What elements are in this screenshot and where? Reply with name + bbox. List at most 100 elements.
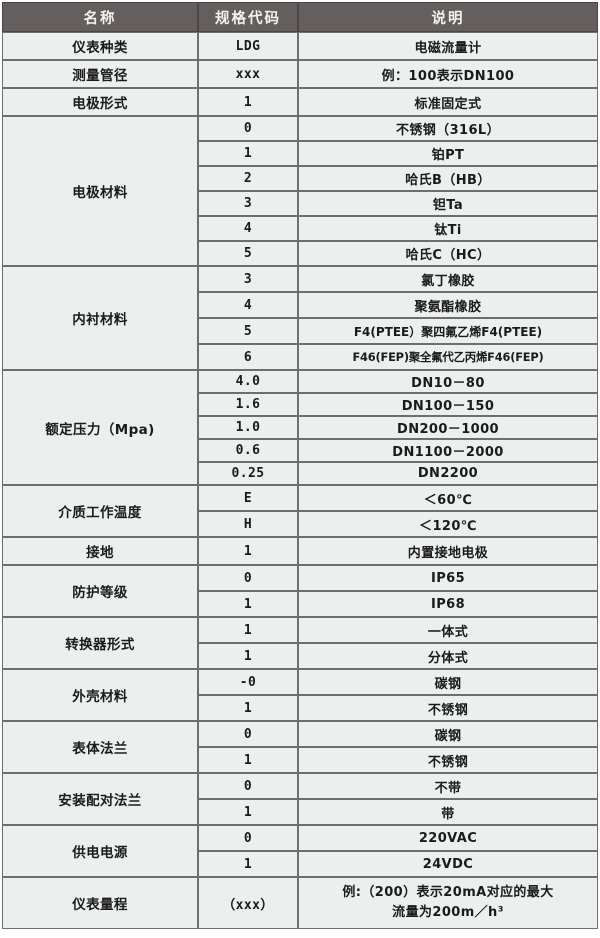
row-desc-cell: 铂PT	[298, 141, 598, 166]
row-name-cell: 测量管径	[2, 60, 198, 88]
table-row: 1 IP68	[2, 591, 598, 617]
row-code-cell: 3	[198, 191, 298, 216]
row-name-cell: 接地	[2, 537, 198, 565]
table-row: 1.0 DN200－1000	[2, 416, 598, 439]
row-name-cell: 电极材料	[2, 116, 198, 266]
table-row: 1 分体式	[2, 643, 598, 669]
table-row: 4 聚氨酯橡胶	[2, 292, 598, 318]
table-row: 测量管径 xxx 例：100表示DN100	[2, 60, 598, 88]
row-name-cell: 安装配对法兰	[2, 773, 198, 825]
row-desc-cell: 带	[298, 799, 598, 825]
row-desc-cell: 碳钢	[298, 721, 598, 747]
row-code-cell: E	[198, 485, 298, 511]
row-code-cell: 4.0	[198, 370, 298, 393]
table-row: 1 不锈钢	[2, 695, 598, 721]
row-desc-cell: 一体式	[298, 617, 598, 643]
row-desc-cell: DN100－150	[298, 393, 598, 416]
row-desc-cell: F46(FEP)聚全氟代乙丙烯F46(FEP)	[298, 344, 598, 370]
row-code-cell: 1	[198, 695, 298, 721]
row-name-cell: 转换器形式	[2, 617, 198, 669]
row-desc-cell: 不锈钢（316L）	[298, 116, 598, 141]
table-row: 额定压力（Mpa) 4.0 DN10－80	[2, 370, 598, 485]
row-desc-cell: 钛Ti	[298, 216, 598, 241]
row-name-cell: 外壳材料	[2, 669, 198, 721]
row-code-cell: 1	[198, 537, 298, 565]
row-code-cell: 2	[198, 166, 298, 191]
table-row: 1 带	[2, 799, 598, 825]
table-row: 仪表量程 （xxx） 例:（200）表示20mA对应的最大 流量为200m／h³	[2, 877, 598, 929]
row-desc-cell: DN1100－2000	[298, 439, 598, 462]
row-name-cell: 仪表种类	[2, 32, 198, 60]
table-row: H ＜120℃	[2, 511, 598, 537]
row-code-cell: 1	[198, 617, 298, 643]
row-code-cell: 1	[198, 747, 298, 773]
table-row: 电极形式 1 标准固定式	[2, 88, 598, 116]
row-desc-cell: 不锈钢	[298, 747, 598, 773]
row-desc-cell: 电磁流量计	[298, 32, 598, 60]
table-header: 名称 规格代码 说明	[2, 2, 598, 32]
table-row: 5 哈氏C（HC）	[2, 241, 598, 266]
desc-line-1: 例:（200）表示20mA对应的最大	[342, 884, 554, 900]
table-row: 内衬材料 3 氯丁橡胶	[2, 266, 598, 370]
row-code-cell: 0	[198, 773, 298, 799]
row-desc-cell: 不锈钢	[298, 695, 598, 721]
column-header-description: 说明	[298, 2, 598, 32]
header-row: 名称 规格代码 说明	[2, 2, 598, 32]
table-row: 表体法兰 0 碳钢	[2, 721, 598, 773]
row-desc-cell: 内置接地电极	[298, 537, 598, 565]
table-row: 电极材料 0 不锈钢（316L）	[2, 116, 598, 266]
row-desc-cell: DN2200	[298, 462, 598, 485]
row-code-cell: （xxx）	[198, 877, 298, 929]
row-desc-cell: DN200－1000	[298, 416, 598, 439]
row-code-cell: 0	[198, 116, 298, 141]
row-code-cell: LDG	[198, 32, 298, 60]
table-row: 4 钛Ti	[2, 216, 598, 241]
table-row: 转换器形式 1 一体式	[2, 617, 598, 669]
row-desc-cell: 标准固定式	[298, 88, 598, 116]
row-code-cell: 0	[198, 565, 298, 591]
row-code-cell: -0	[198, 669, 298, 695]
row-code-cell: 0	[198, 721, 298, 747]
row-desc-cell: 例:（200）表示20mA对应的最大 流量为200m／h³	[298, 877, 598, 929]
row-name-cell: 供电电源	[2, 825, 198, 877]
row-code-cell: 0	[198, 825, 298, 851]
table-row: 安装配对法兰 0 不带	[2, 773, 598, 825]
row-desc-cell: 聚氨酯橡胶	[298, 292, 598, 318]
table-row: 2 哈氏B（HB）	[2, 166, 598, 191]
table-row: 0.6 DN1100－2000	[2, 439, 598, 462]
desc-line-2: 流量为200m／h³	[392, 905, 504, 920]
row-code-cell: H	[198, 511, 298, 537]
row-name-cell: 介质工作温度	[2, 485, 198, 537]
row-code-cell: 4	[198, 292, 298, 318]
row-code-cell: 5	[198, 241, 298, 266]
row-desc-cell: 分体式	[298, 643, 598, 669]
table-row: 仪表种类 LDG 电磁流量计	[2, 32, 598, 60]
row-desc-cell: IP68	[298, 591, 598, 617]
table-row: 0.25 DN2200	[2, 462, 598, 485]
row-desc-cell: DN10－80	[298, 370, 598, 393]
column-header-name: 名称	[2, 2, 198, 32]
row-code-cell: 1	[198, 88, 298, 116]
row-code-cell: 1	[198, 141, 298, 166]
row-desc-cell: 例：100表示DN100	[298, 60, 598, 88]
row-code-cell: xxx	[198, 60, 298, 88]
row-desc-cell: 钽Ta	[298, 191, 598, 216]
table-row: 防护等级 0 IP65	[2, 565, 598, 617]
row-code-cell: 1.6	[198, 393, 298, 416]
row-desc-cell: 24VDC	[298, 851, 598, 877]
row-code-cell: 1.0	[198, 416, 298, 439]
column-header-code: 规格代码	[198, 2, 298, 32]
row-name-cell: 仪表量程	[2, 877, 198, 929]
table-row: 1 不锈钢	[2, 747, 598, 773]
row-code-cell: 4	[198, 216, 298, 241]
table-row: 6 F46(FEP)聚全氟代乙丙烯F46(FEP)	[2, 344, 598, 370]
table-row: 供电电源 0 220VAC	[2, 825, 598, 877]
table-row: 接地 1 内置接地电极	[2, 537, 598, 565]
row-desc-cell: 哈氏B（HB）	[298, 166, 598, 191]
table-row: 1 铂PT	[2, 141, 598, 166]
row-desc-cell: 氯丁橡胶	[298, 266, 598, 292]
row-code-cell: 0.25	[198, 462, 298, 485]
row-desc-cell: 碳钢	[298, 669, 598, 695]
